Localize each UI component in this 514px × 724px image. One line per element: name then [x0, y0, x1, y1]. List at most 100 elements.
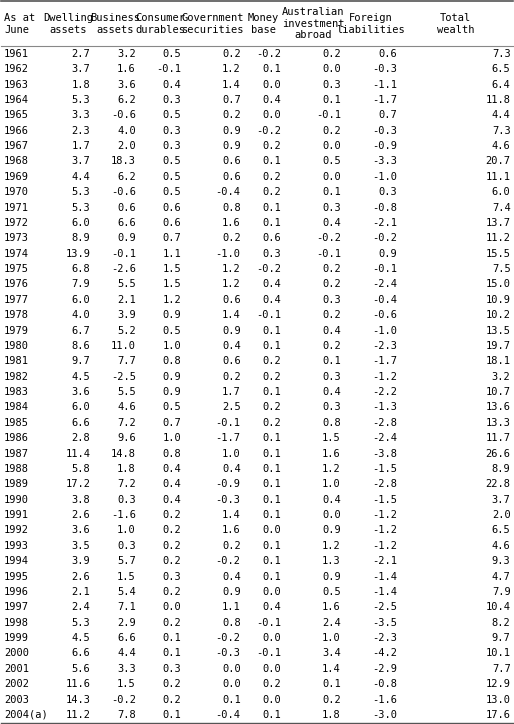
Text: Dwelling
assets: Dwelling assets: [44, 13, 94, 35]
Text: 18.1: 18.1: [486, 356, 510, 366]
Text: -2.5: -2.5: [111, 371, 136, 382]
Text: 1.6: 1.6: [117, 64, 136, 74]
Text: 0.2: 0.2: [162, 541, 181, 551]
Text: -0.4: -0.4: [216, 188, 241, 197]
Text: 3.9: 3.9: [117, 310, 136, 320]
Text: 4.6: 4.6: [492, 141, 510, 151]
Text: 2.1: 2.1: [71, 587, 90, 597]
Text: -1.2: -1.2: [372, 526, 397, 536]
Text: 0.5: 0.5: [322, 156, 341, 167]
Text: 0.7: 0.7: [162, 233, 181, 243]
Text: 0.9: 0.9: [322, 526, 341, 536]
Text: 0.3: 0.3: [322, 80, 341, 90]
Text: -2.2: -2.2: [372, 387, 397, 397]
Text: -2.1: -2.1: [372, 218, 397, 228]
Text: 1998: 1998: [4, 618, 29, 628]
Text: 1989: 1989: [4, 479, 29, 489]
Text: 0.4: 0.4: [322, 387, 341, 397]
Text: 6.0: 6.0: [492, 188, 510, 197]
Text: -0.2: -0.2: [216, 633, 241, 643]
Text: -3.3: -3.3: [372, 156, 397, 167]
Text: -0.1: -0.1: [216, 418, 241, 428]
Text: 1965: 1965: [4, 110, 29, 120]
Text: 6.0: 6.0: [71, 295, 90, 305]
Text: 2002: 2002: [4, 679, 29, 689]
Text: 5.2: 5.2: [117, 326, 136, 335]
Text: -0.1: -0.1: [256, 649, 282, 658]
Text: 26.6: 26.6: [486, 449, 510, 458]
Text: 1.2: 1.2: [222, 64, 241, 74]
Text: 0.0: 0.0: [162, 602, 181, 613]
Text: 0.2: 0.2: [222, 110, 241, 120]
Text: 0.4: 0.4: [322, 494, 341, 505]
Text: 1986: 1986: [4, 433, 29, 443]
Text: 7.5: 7.5: [492, 264, 510, 274]
Text: 1.8: 1.8: [322, 710, 341, 720]
Text: 1975: 1975: [4, 264, 29, 274]
Text: 6.8: 6.8: [71, 264, 90, 274]
Text: 0.6: 0.6: [378, 49, 397, 59]
Text: 2.0: 2.0: [117, 141, 136, 151]
Text: 1970: 1970: [4, 188, 29, 197]
Text: -1.5: -1.5: [372, 464, 397, 474]
Text: 4.4: 4.4: [492, 110, 510, 120]
Text: 0.2: 0.2: [322, 341, 341, 351]
Text: -1.6: -1.6: [372, 694, 397, 704]
Text: -0.1: -0.1: [316, 248, 341, 258]
Text: 0.3: 0.3: [322, 295, 341, 305]
Text: -2.8: -2.8: [372, 418, 397, 428]
Text: 11.2: 11.2: [486, 233, 510, 243]
Text: Consumer
durables: Consumer durables: [136, 13, 186, 35]
Text: 0.3: 0.3: [162, 95, 181, 105]
Text: 7.4: 7.4: [492, 203, 510, 213]
Text: -1.0: -1.0: [216, 248, 241, 258]
Text: 0.1: 0.1: [263, 156, 282, 167]
Text: 0.2: 0.2: [263, 172, 282, 182]
Text: 1983: 1983: [4, 387, 29, 397]
Text: 1.5: 1.5: [117, 679, 136, 689]
Text: 2003: 2003: [4, 694, 29, 704]
Text: 5.3: 5.3: [71, 188, 90, 197]
Text: 0.0: 0.0: [263, 664, 282, 674]
Text: 0.6: 0.6: [117, 203, 136, 213]
Text: 2001: 2001: [4, 664, 29, 674]
Text: 1.8: 1.8: [117, 464, 136, 474]
Text: 3.5: 3.5: [71, 541, 90, 551]
Text: 0.2: 0.2: [263, 371, 282, 382]
Text: 8.9: 8.9: [71, 233, 90, 243]
Text: 11.1: 11.1: [486, 172, 510, 182]
Text: -0.6: -0.6: [111, 110, 136, 120]
Text: -1.0: -1.0: [372, 172, 397, 182]
Text: 13.0: 13.0: [486, 694, 510, 704]
Text: 1971: 1971: [4, 203, 29, 213]
Text: 0.4: 0.4: [322, 326, 341, 335]
Text: 0.5: 0.5: [162, 172, 181, 182]
Text: 1978: 1978: [4, 310, 29, 320]
Text: 0.4: 0.4: [222, 571, 241, 581]
Text: 12.9: 12.9: [486, 679, 510, 689]
Text: -0.4: -0.4: [216, 710, 241, 720]
Text: 4.6: 4.6: [117, 403, 136, 413]
Text: 6.7: 6.7: [71, 326, 90, 335]
Text: 0.4: 0.4: [263, 95, 282, 105]
Text: 0.3: 0.3: [378, 188, 397, 197]
Text: 4.7: 4.7: [492, 571, 510, 581]
Text: 0.1: 0.1: [263, 64, 282, 74]
Text: 7.2: 7.2: [117, 479, 136, 489]
Text: 0.3: 0.3: [162, 571, 181, 581]
Text: 2.4: 2.4: [322, 618, 341, 628]
Text: 0.8: 0.8: [222, 618, 241, 628]
Text: 1996: 1996: [4, 587, 29, 597]
Text: Business
assets: Business assets: [90, 13, 140, 35]
Text: 2004(a): 2004(a): [4, 710, 48, 720]
Text: 0.2: 0.2: [322, 126, 341, 135]
Text: 0.2: 0.2: [162, 526, 181, 536]
Text: 13.3: 13.3: [486, 418, 510, 428]
Text: 0.2: 0.2: [162, 618, 181, 628]
Text: 4.5: 4.5: [71, 633, 90, 643]
Text: -1.3: -1.3: [372, 403, 397, 413]
Text: 0.6: 0.6: [222, 295, 241, 305]
Text: 0.0: 0.0: [322, 172, 341, 182]
Text: -2.1: -2.1: [372, 556, 397, 566]
Text: 11.2: 11.2: [65, 710, 90, 720]
